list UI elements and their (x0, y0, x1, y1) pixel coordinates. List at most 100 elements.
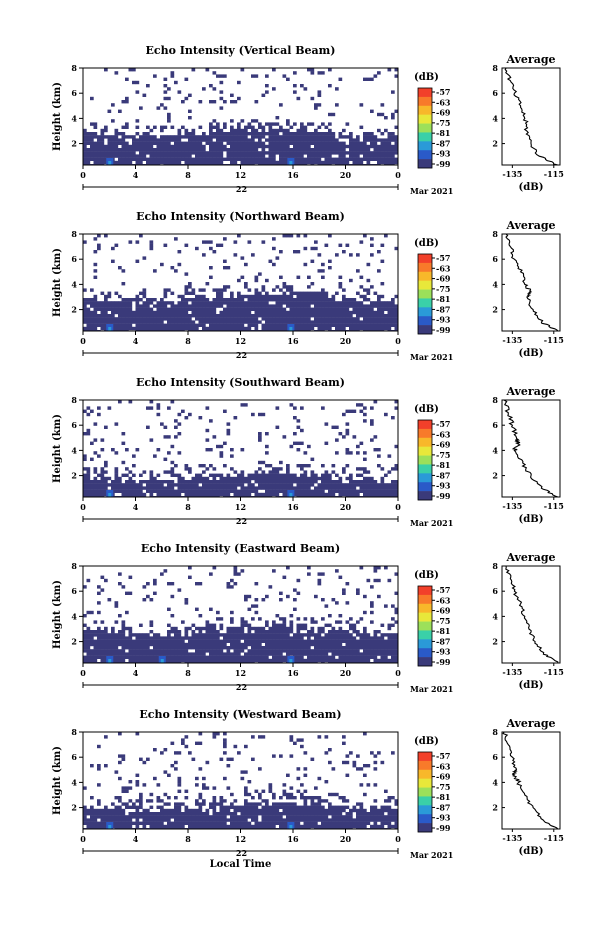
colorbar-tick-label: -81 (436, 294, 450, 304)
echo-cell (272, 87, 276, 91)
echo-cell (310, 310, 315, 315)
echo-cell (223, 288, 227, 292)
echo-cell (342, 492, 346, 497)
echo-cell (170, 304, 175, 308)
echo-cell (212, 815, 217, 819)
echo-cell (275, 294, 280, 299)
echo-cell (153, 320, 157, 324)
echo-cell (184, 655, 189, 659)
echo-cell (90, 457, 94, 461)
echo-cell (307, 307, 311, 311)
echo-cell (359, 160, 364, 165)
echo-cell (153, 135, 157, 139)
echo-cell (303, 307, 308, 311)
echo-cell (107, 291, 112, 295)
echo-cell (202, 489, 206, 493)
echo-cell (314, 649, 318, 653)
echo-cell (216, 617, 220, 621)
echo-cell (188, 658, 192, 663)
echo-cell (303, 310, 308, 315)
echo-cell (139, 633, 143, 637)
echo-cell (212, 735, 217, 739)
echo-cell (198, 416, 203, 420)
echo-cell (198, 476, 203, 481)
echo-cell (394, 323, 398, 327)
echo-cell (268, 642, 273, 647)
echo-cell (160, 317, 164, 321)
colorbar-segment (418, 289, 432, 299)
y-tick-label: 2 (71, 471, 77, 481)
echo-cell (198, 125, 203, 129)
echo-cell (219, 649, 224, 653)
echo-cell (121, 323, 126, 327)
echo-cell (160, 572, 164, 576)
echo-cell (104, 578, 108, 583)
echo-cell (230, 639, 234, 643)
echo-cell (219, 652, 224, 656)
echo-cell (216, 646, 220, 650)
echo-cell (335, 317, 339, 321)
echo-cell (310, 298, 315, 302)
echo-cell (233, 642, 238, 647)
echo-cell (314, 652, 318, 656)
echo-cell (279, 298, 283, 302)
echo-cell (170, 148, 175, 152)
echo-cell (170, 314, 175, 318)
echo-cell (149, 141, 154, 145)
echo-cell (219, 301, 224, 305)
echo-cell (177, 815, 182, 819)
echo-cell (139, 492, 143, 497)
echo-cell (261, 633, 266, 637)
echo-cell (272, 246, 276, 251)
echo-cell (107, 406, 112, 410)
echo-cell (209, 623, 213, 627)
echo-cell (209, 154, 213, 158)
echo-cell (317, 90, 322, 94)
echo-cell (167, 652, 171, 656)
echo-cell (118, 132, 122, 136)
echo-cell (237, 323, 241, 327)
echo-cell (370, 620, 374, 624)
echo-cell (296, 148, 301, 152)
echo-cell (282, 151, 287, 155)
echo-cell (202, 486, 206, 490)
echo-cell (314, 310, 318, 315)
echo-cell (373, 655, 378, 659)
echo-cell (335, 253, 339, 257)
echo-cell (167, 87, 171, 91)
echo-cell (202, 160, 206, 165)
echo-cell (335, 601, 339, 605)
average-x-tick-label: -135 (502, 501, 522, 511)
echo-cell (233, 652, 238, 656)
echo-cell (177, 588, 182, 592)
echo-cell (104, 68, 108, 72)
echo-cell (380, 141, 385, 145)
echo-cell (331, 307, 336, 311)
echo-cell (160, 649, 164, 653)
echo-cell (289, 298, 294, 302)
echo-cell (219, 151, 224, 155)
echo-cell (174, 157, 178, 161)
echo-cell (363, 317, 367, 321)
echo-cell (212, 655, 217, 659)
echo-cell (111, 642, 115, 647)
echo-cell (188, 282, 192, 286)
echo-cell (296, 658, 301, 663)
echo-heatmap (83, 732, 398, 829)
echo-cell (111, 480, 115, 484)
echo-cell (394, 649, 398, 653)
echo-cell (394, 636, 398, 640)
echo-cell (317, 154, 322, 158)
echo-cell (97, 767, 101, 771)
echo-cell (310, 294, 315, 299)
echo-cell (366, 323, 371, 327)
echo-cell (156, 314, 161, 318)
echo-cell (100, 138, 105, 142)
echo-cell (373, 326, 378, 331)
echo-cell (111, 320, 115, 324)
echo-cell (254, 626, 259, 631)
echo-heatmap (83, 234, 398, 331)
echo-cell (205, 320, 210, 324)
echo-cell (366, 132, 371, 136)
echo-cell (219, 824, 224, 829)
